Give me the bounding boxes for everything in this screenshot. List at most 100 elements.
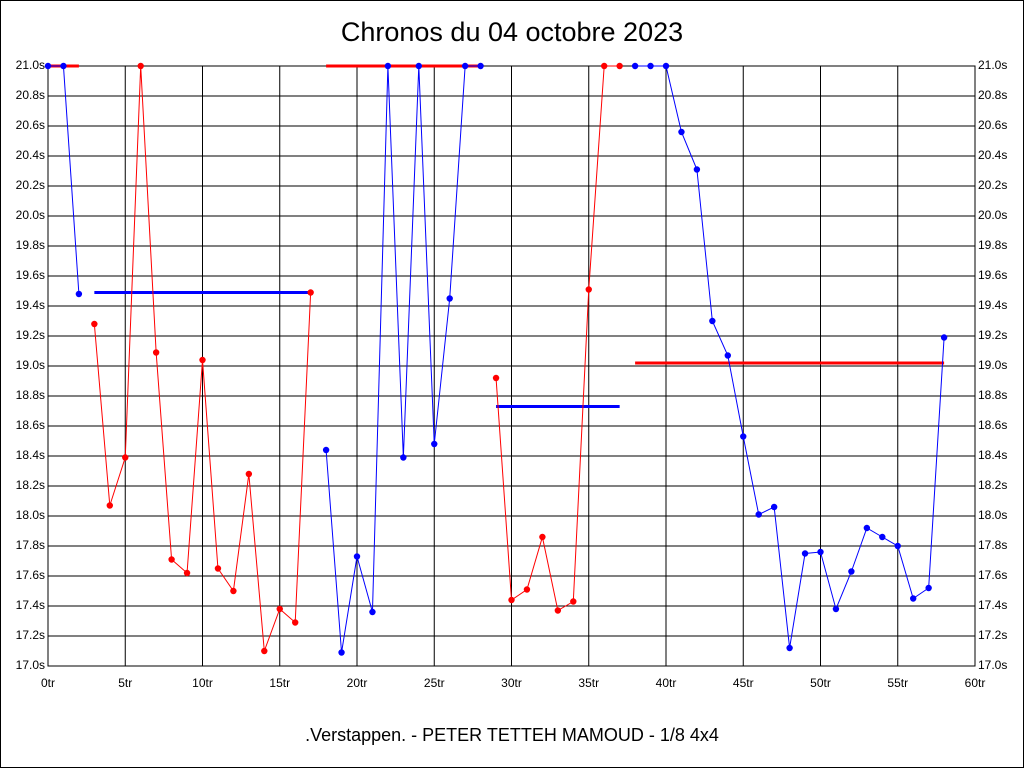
lap-point [338,649,345,656]
lap-point [75,290,83,298]
lap-point [431,440,438,448]
y-tick-label: 19.8s [16,238,45,252]
y-tick-label: 20.0s [16,208,45,222]
y2-tick-label: 19.8s [978,238,1007,252]
lap-point [461,62,469,70]
lap-point [261,647,268,655]
x-tick-label: 5tr [118,676,132,690]
y2-tick-label: 17.6s [978,568,1007,582]
lap-point [554,607,562,614]
y-tick-label: 17.4s [16,598,45,612]
x-axis-label: .Verstappen. - PETER TETTEH MAMOUD - 1/8… [305,725,719,745]
lap-point [786,644,793,652]
y-tick-label: 18.0s [16,508,45,522]
lap-point [879,533,886,541]
y-tick-label: 20.2s [16,178,45,192]
lap-point [523,586,531,593]
lap-point [817,548,824,556]
lap-point [122,454,129,461]
x-tick-label: 45tr [733,676,754,690]
y-tick-label: 18.2s [16,478,45,492]
lap-point [214,565,222,572]
y2-tick-label: 18.6s [978,418,1007,432]
y2-tick-label: 20.8s [978,88,1007,102]
lap-point [245,470,253,478]
y2-tick-label: 17.8s [978,538,1007,552]
lap-point [647,62,654,70]
y2-tick-label: 18.0s [978,508,1007,522]
lap-point [183,569,191,577]
y2-tick-label: 19.4s [978,298,1007,312]
x-tick-label: 50tr [810,676,831,690]
lap-point [693,166,701,173]
lap-point [616,62,623,70]
lap-point [740,433,747,440]
x-tick-label: 55tr [887,676,908,690]
lap-point [137,62,144,70]
y2-tick-label: 17.0s [978,658,1007,672]
lap-point [353,553,361,560]
lap-point [910,595,917,602]
y2-tick-label: 19.2s [978,328,1007,342]
lap-point [492,374,500,382]
y2-tick-label: 20.6s [978,118,1007,132]
lap-point [940,334,948,341]
lap-point [168,556,175,563]
y2-tick-label: 17.2s [978,628,1007,642]
x-tick-label: 15tr [269,676,290,690]
lap-point [369,608,376,616]
lap-point [848,568,855,575]
chart-title: Chronos du 04 octobre 2023 [341,17,683,47]
y-tick-label: 19.6s [16,268,45,282]
lap-point [894,542,901,550]
x-tick-label: 10tr [192,676,213,690]
y-tick-label: 20.8s [16,88,45,102]
y2-tick-label: 21.0s [978,58,1007,72]
x-tick-label: 35tr [578,676,599,690]
lap-point [91,320,98,328]
y2-tick-label: 17.4s [978,598,1007,612]
y-tick-label: 17.8s [16,538,45,552]
y-tick-label: 20.4s [16,148,45,162]
y-tick-label: 17.0s [16,658,45,672]
y2-tick-label: 19.0s [978,358,1007,372]
lap-point [585,286,592,293]
x-tick-label: 25tr [424,676,445,690]
lap-point [863,524,871,532]
lap-point [199,356,206,364]
lap-point [832,605,840,613]
x-tick-label: 20tr [347,676,368,690]
lap-point [307,289,314,296]
y-tick-label: 20.6s [16,118,45,132]
y2-tick-label: 20.0s [978,208,1007,222]
lap-point [601,62,608,70]
lap-point [724,352,731,359]
y2-tick-label: 20.2s [978,178,1007,192]
y-tick-label: 19.4s [16,298,45,312]
lap-point [446,295,453,302]
y-tick-label: 19.0s [16,358,45,372]
lap-point [801,550,809,557]
lap-point [709,317,716,325]
lap-point [539,533,546,541]
lap-point [230,587,237,595]
y2-tick-label: 20.4s [978,148,1007,162]
lap-point [925,584,932,592]
lap-point [662,62,670,70]
lap-point [322,446,330,454]
y-tick-label: 19.2s [16,328,45,342]
y-tick-label: 17.2s [16,628,45,642]
lap-point [152,349,160,356]
y-tick-label: 18.6s [16,418,45,432]
lap-point [384,62,392,70]
lap-point [415,62,422,70]
x-tick-label: 40tr [656,676,677,690]
x-tick-label: 60tr [965,676,986,690]
lap-point [570,598,577,605]
y2-tick-label: 18.2s [978,478,1007,492]
lap-point [770,503,778,511]
lap-point [400,454,407,461]
y-tick-label: 21.0s [16,58,45,72]
lap-point [292,619,299,626]
